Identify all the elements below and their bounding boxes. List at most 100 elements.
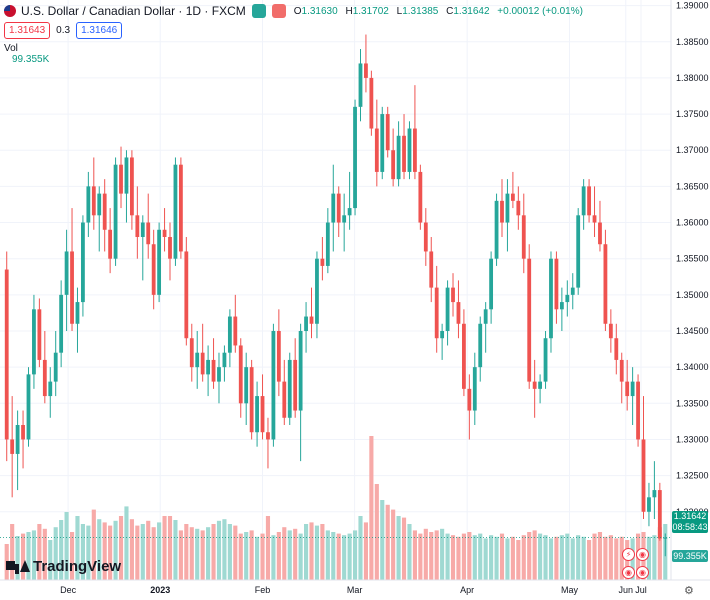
candle-body[interactable]: [282, 381, 287, 418]
candle-body[interactable]: [315, 258, 319, 324]
candle-body[interactable]: [418, 171, 423, 223]
candle-body[interactable]: [75, 302, 80, 324]
gear-icon[interactable]: ⚙: [684, 585, 694, 597]
candle-body[interactable]: [173, 164, 178, 259]
alert-icon[interactable]: [271, 4, 286, 18]
candle-body[interactable]: [151, 244, 156, 295]
candle-body[interactable]: [287, 359, 292, 418]
candle-body[interactable]: [124, 157, 129, 194]
candle-body[interactable]: [456, 302, 461, 324]
candle-body[interactable]: [342, 215, 347, 223]
market-open-icon[interactable]: [251, 4, 266, 18]
candle-body[interactable]: [440, 331, 445, 339]
volume-label[interactable]: Vol: [4, 43, 18, 54]
candle-body[interactable]: [451, 287, 455, 303]
candle-body[interactable]: [325, 222, 330, 266]
candle-body[interactable]: [276, 331, 281, 382]
candle-body[interactable]: [380, 114, 385, 172]
candle-body[interactable]: [429, 251, 434, 288]
candle-body[interactable]: [663, 537, 668, 539]
candle-body[interactable]: [500, 200, 504, 223]
sell-price-button[interactable]: 1.31643: [4, 22, 51, 39]
candle-body[interactable]: [336, 193, 341, 223]
candle-body[interactable]: [521, 215, 526, 259]
candle-body[interactable]: [32, 309, 36, 375]
candle-body[interactable]: [97, 193, 102, 216]
calendar-event-icon[interactable]: ◉: [636, 548, 649, 561]
calendar-event-icon[interactable]: ◉: [622, 566, 635, 579]
candle-body[interactable]: [494, 200, 499, 259]
candle-body[interactable]: [26, 374, 31, 440]
candle-body[interactable]: [619, 359, 624, 382]
candle-body[interactable]: [592, 215, 597, 223]
candle-body[interactable]: [266, 432, 270, 440]
candle-body[interactable]: [53, 352, 58, 382]
candle-body[interactable]: [15, 425, 20, 454]
candle-body[interactable]: [146, 222, 151, 245]
candle-body[interactable]: [358, 63, 363, 107]
candle-body[interactable]: [48, 381, 53, 397]
candle-body[interactable]: [331, 193, 336, 223]
candle-body[interactable]: [309, 316, 314, 324]
candle-body[interactable]: [195, 352, 200, 368]
candle-body[interactable]: [625, 381, 630, 397]
candle-body[interactable]: [413, 128, 417, 172]
candle-body[interactable]: [581, 186, 586, 216]
candle-body[interactable]: [510, 193, 515, 201]
candle-body[interactable]: [304, 316, 308, 331]
candle-body[interactable]: [641, 439, 646, 512]
candle-body[interactable]: [478, 323, 483, 368]
candle-body[interactable]: [227, 316, 232, 353]
candle-body[interactable]: [162, 229, 167, 237]
candle-body[interactable]: [423, 222, 428, 252]
candle-body[interactable]: [4, 269, 9, 440]
candle-body[interactable]: [554, 258, 559, 310]
candle-body[interactable]: [222, 352, 227, 368]
candle-body[interactable]: [140, 222, 145, 237]
candle-body[interactable]: [483, 309, 488, 324]
candle-body[interactable]: [570, 287, 575, 295]
candle-body[interactable]: [206, 359, 211, 375]
candle-body[interactable]: [233, 316, 238, 346]
candle-body[interactable]: [608, 323, 613, 339]
candle-body[interactable]: [238, 345, 243, 404]
candle-body[interactable]: [472, 367, 477, 411]
candle-body[interactable]: [81, 222, 85, 303]
candle-body[interactable]: [461, 323, 466, 389]
candle-body[interactable]: [505, 193, 510, 223]
candle-body[interactable]: [538, 381, 543, 389]
candle-body[interactable]: [543, 338, 548, 382]
candle-body[interactable]: [385, 114, 390, 151]
candle-body[interactable]: [576, 215, 581, 288]
candle-body[interactable]: [21, 425, 25, 440]
candle-body[interactable]: [587, 186, 591, 216]
candle-body[interactable]: [559, 302, 564, 310]
candle-body[interactable]: [407, 128, 412, 172]
candle-body[interactable]: [614, 338, 619, 360]
candle-body[interactable]: [64, 251, 69, 295]
candle-body[interactable]: [271, 331, 276, 440]
candle-body[interactable]: [347, 208, 352, 216]
candle-body[interactable]: [200, 352, 205, 375]
candle-body[interactable]: [647, 497, 651, 512]
candle-body[interactable]: [135, 215, 140, 237]
candle-body[interactable]: [42, 359, 47, 397]
candle-body[interactable]: [70, 251, 74, 324]
candle-body[interactable]: [565, 294, 570, 303]
buy-price-button[interactable]: 1.31646: [76, 22, 123, 39]
candle-body[interactable]: [598, 222, 602, 245]
candle-body[interactable]: [244, 367, 249, 404]
candle-body[interactable]: [364, 63, 368, 78]
lightning-icon[interactable]: ⚡: [622, 548, 635, 561]
symbol-title[interactable]: U.S. Dollar / Canadian Dollar · 1D · FXC…: [21, 4, 246, 18]
candle-body[interactable]: [630, 381, 635, 397]
candle-body[interactable]: [255, 396, 259, 433]
candle-body[interactable]: [37, 309, 42, 360]
candle-body[interactable]: [445, 287, 450, 331]
candle-body[interactable]: [189, 338, 194, 368]
candle-body[interactable]: [86, 186, 91, 223]
candle-body[interactable]: [652, 490, 657, 498]
candle-body[interactable]: [489, 258, 494, 310]
candle-body[interactable]: [129, 157, 134, 216]
